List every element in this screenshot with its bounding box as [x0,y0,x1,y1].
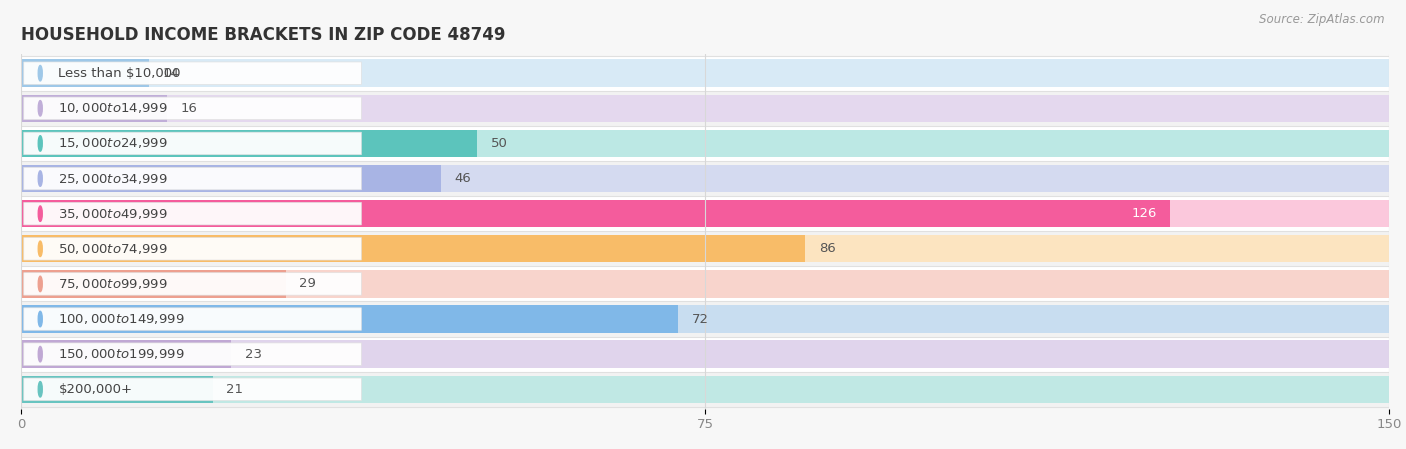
FancyBboxPatch shape [24,308,361,330]
Bar [21,200,1170,227]
Bar [21,340,1389,368]
FancyBboxPatch shape [21,266,1389,301]
FancyBboxPatch shape [24,273,361,295]
Bar [21,305,678,333]
Text: 21: 21 [226,383,243,396]
FancyBboxPatch shape [21,126,1389,161]
Bar [21,235,1389,263]
Text: $35,000 to $49,999: $35,000 to $49,999 [59,207,169,220]
Bar [21,165,440,192]
Text: HOUSEHOLD INCOME BRACKETS IN ZIP CODE 48749: HOUSEHOLD INCOME BRACKETS IN ZIP CODE 48… [21,26,506,44]
Bar [21,130,477,157]
FancyBboxPatch shape [21,337,1389,372]
Text: $75,000 to $99,999: $75,000 to $99,999 [59,277,169,291]
Circle shape [38,311,42,327]
Bar [21,340,231,368]
FancyBboxPatch shape [21,231,1389,266]
FancyBboxPatch shape [24,238,361,260]
Text: Less than $10,000: Less than $10,000 [59,67,181,79]
FancyBboxPatch shape [21,91,1389,126]
Circle shape [38,66,42,81]
Bar [21,375,1389,403]
Text: $200,000+: $200,000+ [59,383,132,396]
Circle shape [38,101,42,116]
FancyBboxPatch shape [21,56,1389,91]
Text: $15,000 to $24,999: $15,000 to $24,999 [59,136,169,150]
Circle shape [38,276,42,292]
Text: 86: 86 [820,242,835,255]
Text: 23: 23 [245,348,262,361]
Bar [21,165,1389,192]
Bar [21,200,1389,227]
Text: Source: ZipAtlas.com: Source: ZipAtlas.com [1260,13,1385,26]
Text: 126: 126 [1132,207,1157,220]
Bar [21,60,149,87]
FancyBboxPatch shape [21,196,1389,231]
Bar [21,270,285,298]
FancyBboxPatch shape [21,301,1389,337]
Circle shape [38,347,42,362]
Bar [21,305,1389,333]
FancyBboxPatch shape [24,97,361,119]
Bar [21,95,1389,122]
FancyBboxPatch shape [24,378,361,401]
Bar [21,235,806,263]
Text: 16: 16 [181,102,198,115]
Circle shape [38,206,42,221]
Text: 46: 46 [454,172,471,185]
Text: $50,000 to $74,999: $50,000 to $74,999 [59,242,169,256]
FancyBboxPatch shape [21,372,1389,407]
Text: 72: 72 [692,313,709,326]
Bar [21,130,1389,157]
FancyBboxPatch shape [24,167,361,190]
Bar [21,270,1389,298]
Circle shape [38,136,42,151]
Bar [21,375,212,403]
Bar [21,60,1389,87]
FancyBboxPatch shape [24,202,361,225]
FancyBboxPatch shape [24,343,361,365]
FancyBboxPatch shape [24,132,361,154]
Circle shape [38,241,42,256]
Text: $100,000 to $149,999: $100,000 to $149,999 [59,312,186,326]
Text: 14: 14 [163,67,180,79]
Bar [21,95,167,122]
Text: $150,000 to $199,999: $150,000 to $199,999 [59,347,186,361]
Text: $25,000 to $34,999: $25,000 to $34,999 [59,172,169,185]
Text: 50: 50 [491,137,508,150]
Text: 29: 29 [299,277,316,291]
FancyBboxPatch shape [24,62,361,84]
Circle shape [38,171,42,186]
FancyBboxPatch shape [21,161,1389,196]
Circle shape [38,382,42,397]
Text: $10,000 to $14,999: $10,000 to $14,999 [59,101,169,115]
